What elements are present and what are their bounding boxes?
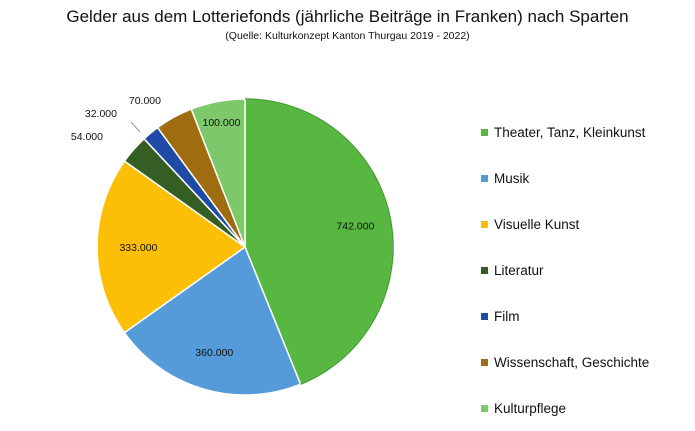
pie-slice-1-outline xyxy=(244,98,394,385)
data-label-7: 100.000 xyxy=(203,117,241,129)
legend-swatch xyxy=(481,312,488,320)
pie-slice-7 xyxy=(190,98,246,248)
pie-slice-2 xyxy=(123,245,302,396)
legend-item: Visuelle Kunst xyxy=(481,201,649,247)
data-label-1: 742.000 xyxy=(336,221,374,233)
data-label-2: 360.000 xyxy=(195,347,233,359)
pie-slice-3 xyxy=(96,160,247,334)
legend-item: Film xyxy=(481,293,649,339)
legend-item: Musik xyxy=(481,155,649,201)
legend-label: Theater, Tanz, Kleinkunst xyxy=(494,124,646,140)
legend-swatch xyxy=(481,220,488,228)
legend-swatch xyxy=(481,358,488,366)
legend-swatch xyxy=(481,404,488,412)
legend-label: Film xyxy=(494,308,520,324)
chart-legend: Theater, Tanz, Kleinkunst Musik Visuelle K… xyxy=(481,109,649,431)
data-label-6: 70.000 xyxy=(129,95,161,107)
legend-item: Literatur xyxy=(481,247,649,293)
data-label-3: 333.000 xyxy=(119,242,157,254)
legend-label: Wissenschaft, Geschichte xyxy=(494,354,650,370)
legend-item: Theater, Tanz, Kleinkunst xyxy=(481,109,649,155)
legend-label: Literatur xyxy=(494,262,544,278)
legend-swatch xyxy=(481,128,488,136)
legend-label: Visuelle Kunst xyxy=(494,216,580,232)
legend-swatch xyxy=(481,266,488,274)
legend-item: Wissenschaft, Geschichte xyxy=(481,339,649,385)
data-label-5: 32.000 xyxy=(85,108,117,120)
legend-label: Kulturpflege xyxy=(494,400,567,416)
chart-title: Gelder aus dem Lotteriefonds (jährliche … xyxy=(66,7,629,26)
legend-item: Kulturpflege xyxy=(481,385,649,431)
chart-subtitle: (Quelle: Kulturkonzept Kanton Thurgau 20… xyxy=(225,30,470,42)
legend-swatch xyxy=(481,174,488,182)
data-label-4: 54.000 xyxy=(71,131,103,143)
data-label-leader-line xyxy=(130,121,141,133)
legend-label: Musik xyxy=(494,170,530,186)
